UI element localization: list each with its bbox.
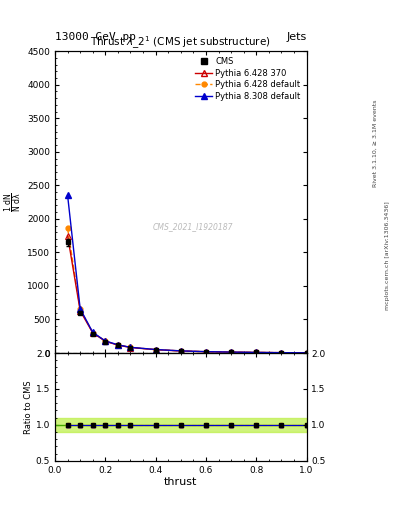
Text: Rivet 3.1.10, ≥ 3.1M events: Rivet 3.1.10, ≥ 3.1M events [373,100,378,187]
Y-axis label: $\frac{1}{\rm N}\frac{{\rm d}N}{{\rm d}\lambda}$: $\frac{1}{\rm N}\frac{{\rm d}N}{{\rm d}\… [3,192,24,212]
Legend: CMS, Pythia 6.428 370, Pythia 6.428 default, Pythia 8.308 default: CMS, Pythia 6.428 370, Pythia 6.428 defa… [194,55,302,102]
Text: 13000 GeV pp: 13000 GeV pp [55,32,136,42]
Title: Thrust $\lambda\_2^1$ (CMS jet substructure): Thrust $\lambda\_2^1$ (CMS jet substruct… [90,35,271,51]
X-axis label: thrust: thrust [164,477,197,487]
Text: mcplots.cern.ch [arXiv:1306.3436]: mcplots.cern.ch [arXiv:1306.3436] [385,202,389,310]
Y-axis label: Ratio to CMS: Ratio to CMS [24,380,33,434]
Text: Jets: Jets [286,32,307,42]
Text: CMS_2021_I1920187: CMS_2021_I1920187 [153,222,233,231]
